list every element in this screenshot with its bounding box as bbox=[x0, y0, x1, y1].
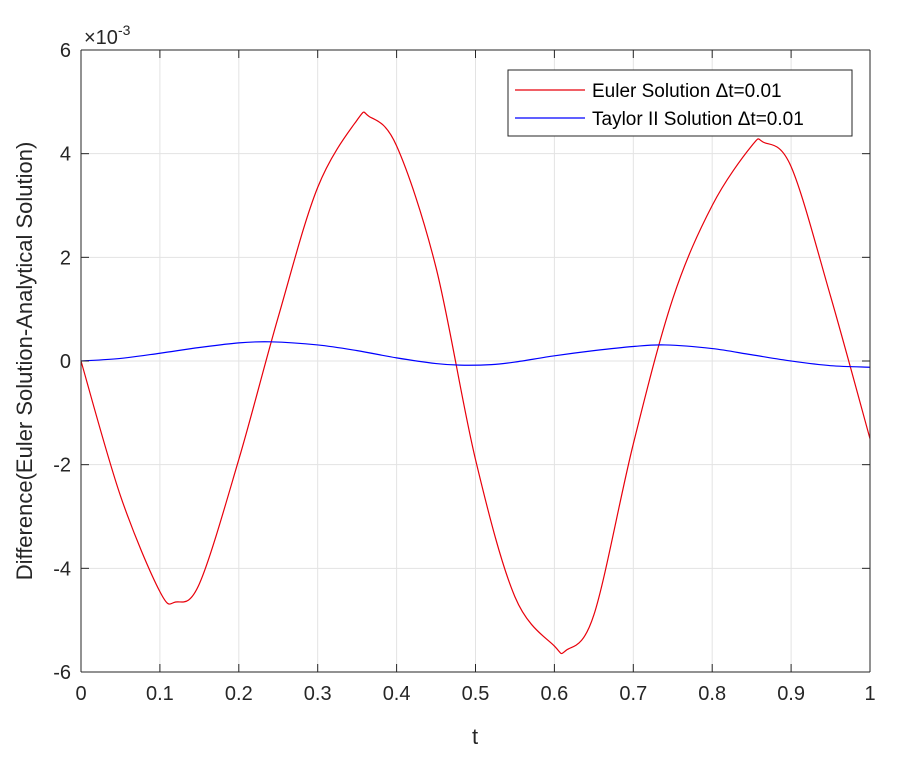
x-tick-label-9: 0.9 bbox=[777, 683, 805, 705]
x-tick-label-10: 1 bbox=[864, 683, 875, 705]
legend-label-taylor: Taylor II Solution Δt=0.01 bbox=[592, 109, 804, 130]
y-tick-label-0: -6 bbox=[53, 662, 71, 684]
y-tick-label-4: 2 bbox=[60, 247, 71, 269]
x-tick-label-5: 0.5 bbox=[462, 683, 490, 705]
y-exponent-power: -3 bbox=[118, 22, 131, 38]
grid-lines bbox=[81, 50, 870, 672]
legend: Euler Solution Δt=0.01 Taylor II Solutio… bbox=[507, 69, 853, 137]
legend-box bbox=[507, 69, 853, 137]
y-tick-label-5: 4 bbox=[60, 144, 71, 166]
series-layer bbox=[80, 111, 871, 655]
x-tick-label-7: 0.7 bbox=[619, 683, 647, 705]
y-tick-label-3: 0 bbox=[60, 351, 71, 373]
x-tick-label-1: 0.1 bbox=[146, 683, 174, 705]
tick-marks bbox=[80, 49, 871, 673]
y-tick-label-6: 6 bbox=[60, 40, 71, 62]
x-tick-label-0: 0 bbox=[75, 683, 86, 705]
x-tick-label-8: 0.8 bbox=[698, 683, 726, 705]
y-exponent-label: ×10-3 bbox=[84, 22, 131, 49]
x-axis-label: t bbox=[472, 724, 478, 749]
legend-label-euler: Euler Solution Δt=0.01 bbox=[592, 81, 782, 102]
x-tick-label-4: 0.4 bbox=[383, 683, 411, 705]
y-exponent-base: ×10 bbox=[84, 27, 118, 49]
x-tick-label-3: 0.3 bbox=[304, 683, 332, 705]
y-tick-label-2: -2 bbox=[53, 455, 71, 477]
series-line-euler bbox=[80, 111, 871, 655]
y-tick-label-1: -4 bbox=[53, 558, 71, 580]
x-tick-label-2: 0.2 bbox=[225, 683, 253, 705]
series-line-taylor bbox=[80, 341, 871, 368]
x-tick-label-6: 0.6 bbox=[540, 683, 568, 705]
y-axis-label: Difference(Euler Solution-Analytical Sol… bbox=[12, 142, 37, 581]
tick-labels: 0 0.1 0.2 0.3 0.4 0.5 0.6 0.7 0.8 0.9 1 -6 -4 -2 0 2 4 6 bbox=[53, 40, 875, 705]
